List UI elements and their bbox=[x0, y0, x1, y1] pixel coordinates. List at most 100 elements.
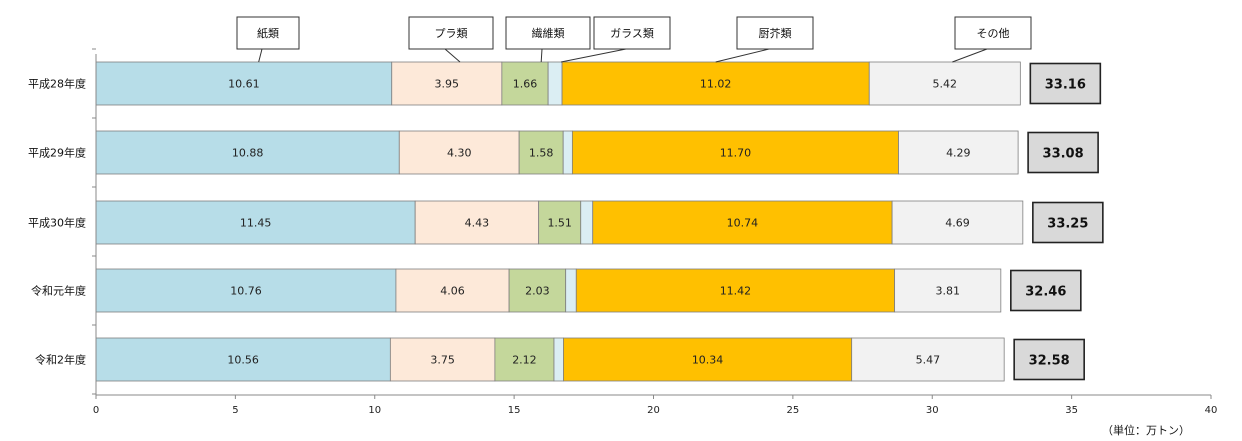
bar-segment bbox=[538, 200, 582, 245]
segment-value-label: 4.69 bbox=[945, 217, 970, 230]
x-tick-label: 10 bbox=[368, 405, 381, 416]
legend-leader-line bbox=[952, 48, 988, 63]
category-label: 令和2年度 bbox=[35, 353, 86, 367]
bar-segment bbox=[518, 130, 564, 175]
segment-value-label: 11.02 bbox=[700, 78, 732, 91]
x-tick-label: 15 bbox=[508, 405, 521, 416]
bar-segment bbox=[592, 200, 893, 245]
bar-segment bbox=[575, 268, 896, 313]
totals: 33.16 33.08 33.25 32.46 32.58 bbox=[1010, 62, 1104, 381]
bar-segment bbox=[553, 337, 564, 382]
legend: 紙類 プラ類 繊維類 ガラス類 厨芥類 その他 bbox=[236, 16, 1032, 63]
bar-segment bbox=[95, 200, 416, 245]
bar-segment bbox=[414, 200, 540, 245]
x-tick-label: 5 bbox=[232, 405, 238, 416]
total-box bbox=[1029, 62, 1102, 105]
bar-segment bbox=[95, 337, 391, 382]
category-label: 平成29年度 bbox=[28, 146, 86, 160]
legend-entry: ガラス類 bbox=[610, 27, 654, 40]
bar-segment bbox=[95, 130, 400, 175]
legend-box bbox=[236, 16, 300, 50]
total-value: 33.16 bbox=[1045, 78, 1086, 93]
x-tick-label: 20 bbox=[647, 405, 660, 416]
bar-segment bbox=[391, 61, 503, 106]
segment-value-label: 10.34 bbox=[692, 354, 724, 367]
category-label: 平成30年度 bbox=[28, 216, 86, 230]
legend-box bbox=[593, 16, 671, 50]
segment-value-label: 10.56 bbox=[227, 354, 259, 367]
bar-segment bbox=[395, 268, 510, 313]
bar-segment bbox=[898, 130, 1019, 175]
segment-value-label: 10.61 bbox=[228, 78, 260, 91]
total-value: 33.25 bbox=[1047, 217, 1088, 232]
x-tick-label: 40 bbox=[1205, 405, 1218, 416]
segment-value-label: 4.06 bbox=[440, 285, 465, 298]
bar-segment bbox=[891, 200, 1024, 245]
segment-value-label: 11.45 bbox=[240, 217, 272, 230]
segment-value-label: 10.74 bbox=[727, 217, 759, 230]
segment-value-label: 5.47 bbox=[916, 354, 941, 367]
legend-leader-line bbox=[715, 48, 770, 63]
segment-value-label: 4.29 bbox=[946, 147, 971, 160]
bar-segment bbox=[868, 61, 1021, 106]
segment-value-label: 2.03 bbox=[525, 285, 550, 298]
segment-value-label: 10.76 bbox=[230, 285, 262, 298]
bar-segment bbox=[508, 268, 567, 313]
total-value: 33.08 bbox=[1043, 147, 1084, 162]
segment-value-label: 4.43 bbox=[465, 217, 490, 230]
category-label: 平成28年度 bbox=[28, 77, 86, 91]
bar-segment bbox=[894, 268, 1002, 313]
segment-value-label: 5.42 bbox=[933, 78, 958, 91]
segment-value-label: 10.88 bbox=[232, 147, 264, 160]
segment-value-label: 3.81 bbox=[935, 285, 960, 298]
bar-segment bbox=[565, 268, 577, 313]
bars-layer: 10.613.951.660.5011.025.4210.884.301.580… bbox=[95, 61, 1024, 382]
segment-value-label: 1.66 bbox=[513, 78, 538, 91]
bar-segment bbox=[398, 130, 520, 175]
legend-box bbox=[408, 16, 494, 50]
segment-value-label: 4.30 bbox=[447, 147, 472, 160]
total-value: 32.58 bbox=[1029, 354, 1070, 369]
legend-leader-line bbox=[444, 48, 461, 63]
segment-value-label: 2.12 bbox=[512, 354, 537, 367]
segment-value-label: 3.95 bbox=[435, 78, 460, 91]
x-tick-label: 35 bbox=[1065, 405, 1078, 416]
legend-leader-line bbox=[560, 48, 627, 63]
bar-segment bbox=[580, 200, 594, 245]
legend-entry: 繊維類 bbox=[532, 27, 565, 40]
legend-entry: 厨芥類 bbox=[759, 27, 792, 40]
segment-value-label: 11.42 bbox=[720, 285, 752, 298]
bar-segment bbox=[563, 337, 853, 382]
segment-value-label: 3.75 bbox=[430, 354, 455, 367]
bar-segment bbox=[95, 61, 393, 106]
total-box bbox=[1027, 131, 1099, 174]
x-axis: 0 5 10 15 20 25 30 35 40 bbox=[92, 48, 1218, 416]
bar-segment bbox=[494, 337, 555, 382]
category-label: 令和元年度 bbox=[31, 284, 86, 298]
legend-box bbox=[505, 16, 591, 50]
legend-entry: プラ類 bbox=[435, 27, 468, 40]
bar-segment bbox=[547, 61, 563, 106]
segment-value-label: 11.70 bbox=[720, 147, 752, 160]
legend-leader-line bbox=[258, 48, 263, 63]
legend-box bbox=[736, 16, 814, 50]
legend-entry: 紙類 bbox=[257, 26, 279, 40]
bar-segment bbox=[571, 130, 899, 175]
unit-label: （単位：万トン） bbox=[1102, 423, 1190, 437]
bar-segment bbox=[562, 130, 573, 175]
total-value: 32.46 bbox=[1025, 285, 1066, 300]
x-tick-label: 30 bbox=[926, 405, 939, 416]
bar-segment bbox=[501, 61, 549, 106]
x-tick-label: 0 bbox=[93, 405, 99, 416]
total-box bbox=[1010, 269, 1082, 312]
bar-segment bbox=[851, 337, 1005, 382]
bar-segment bbox=[389, 337, 496, 382]
legend-box bbox=[954, 16, 1032, 50]
segment-value-label: 1.51 bbox=[547, 217, 572, 230]
bar-segment bbox=[95, 268, 397, 313]
total-box bbox=[1013, 338, 1085, 381]
segment-value-label: 1.58 bbox=[529, 147, 554, 160]
x-tick-label: 25 bbox=[787, 405, 800, 416]
